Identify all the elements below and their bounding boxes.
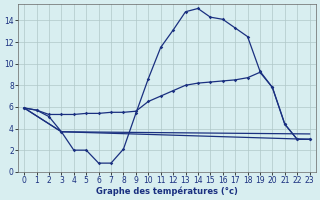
X-axis label: Graphe des températures (°c): Graphe des températures (°c): [96, 186, 238, 196]
